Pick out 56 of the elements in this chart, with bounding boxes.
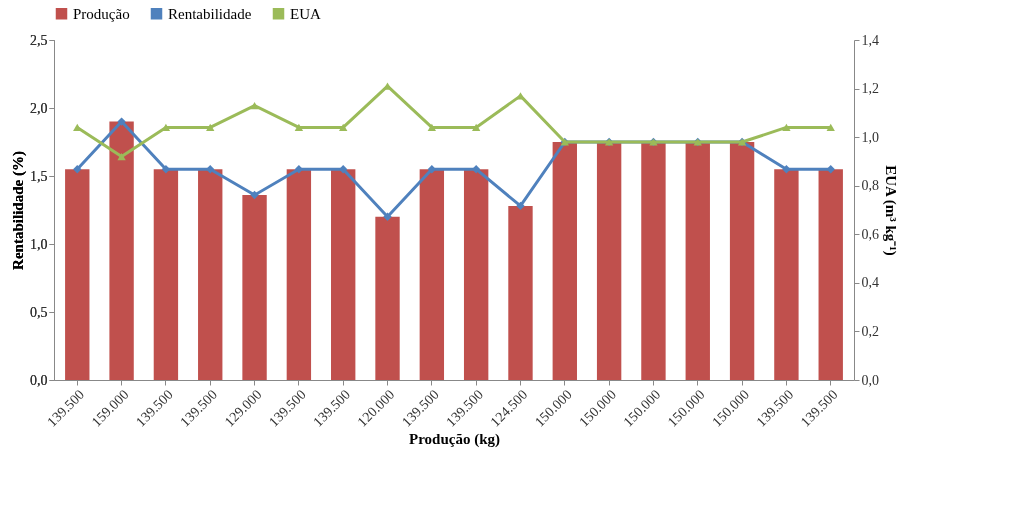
point <box>516 201 525 211</box>
bar <box>65 169 90 380</box>
y2-tick-label: 0,0 <box>861 372 879 388</box>
y2-tick-label: 0,8 <box>861 178 879 194</box>
y2-tick-label: 1,4 <box>861 32 879 48</box>
bar <box>242 195 267 380</box>
y-tick-label: 1,0 <box>30 236 48 252</box>
y-axis-title: Rentabilidade (%) <box>10 151 27 270</box>
point <box>339 165 348 174</box>
legend-label: EUA <box>290 5 321 22</box>
bar <box>685 142 710 380</box>
bar <box>774 169 799 380</box>
y2-tick-label: 1,0 <box>861 129 879 145</box>
y2-tick-label: 0,6 <box>861 226 879 242</box>
bar <box>419 169 445 380</box>
y-tick-label: 0,0 <box>30 372 48 388</box>
point <box>250 190 259 200</box>
y2-tick-label: 0,2 <box>861 323 879 339</box>
point <box>782 165 791 174</box>
bar <box>375 216 400 380</box>
y-tick-label: 1,5 <box>30 168 48 184</box>
y-tick-label: 2,0 <box>30 100 48 116</box>
point <box>294 123 304 132</box>
y2-tick-label: 0,4 <box>861 275 879 291</box>
bar <box>463 169 489 380</box>
point <box>117 117 126 126</box>
point <box>383 212 392 221</box>
point <box>250 101 259 110</box>
y2-tick-label: 1,2 <box>861 81 879 97</box>
bar <box>552 142 577 380</box>
x-axis-title: Produção (kg) <box>409 430 500 448</box>
bar <box>153 169 179 380</box>
point <box>427 123 437 132</box>
legend-label: Produção <box>73 5 130 22</box>
bar <box>596 142 622 380</box>
point <box>826 123 835 132</box>
bar <box>331 169 356 380</box>
point <box>782 123 791 132</box>
y-tick-label: 2,5 <box>30 32 48 48</box>
bar <box>286 169 312 380</box>
bar <box>729 142 755 380</box>
bar <box>198 169 223 380</box>
point <box>206 165 215 174</box>
bar <box>109 121 134 380</box>
point <box>826 165 835 174</box>
y2-axis-title: EUA (m³ kg⁻¹) <box>882 165 899 256</box>
point <box>206 123 215 132</box>
y-tick-label: 0,5 <box>30 304 48 320</box>
point <box>471 123 481 132</box>
bar <box>818 169 843 380</box>
point <box>339 123 348 132</box>
legend-label: Rentabilidade <box>168 5 252 22</box>
point <box>73 165 82 174</box>
bar <box>641 142 666 380</box>
point <box>117 152 126 161</box>
bar <box>508 205 533 380</box>
